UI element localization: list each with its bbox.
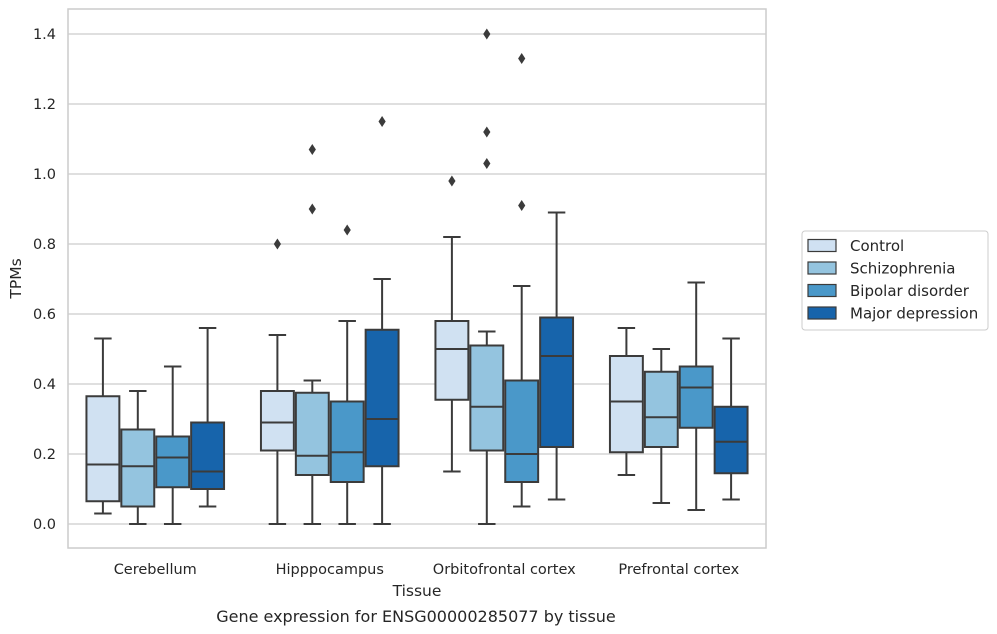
box-schizophrenia <box>294 144 330 525</box>
y-tick-label: 0.4 <box>33 377 56 393</box>
legend-swatch <box>807 306 837 320</box>
box-major-depression <box>539 211 575 501</box>
outlier-point <box>483 126 491 138</box>
legend-swatch <box>807 238 837 253</box>
box-schizophrenia <box>643 348 679 504</box>
y-tick-label: 0.8 <box>33 237 56 253</box>
box-iqr <box>329 400 365 483</box>
box-iqr <box>643 370 679 448</box>
legend-frame <box>801 230 989 331</box>
y-tick-label: 0.0 <box>33 517 56 533</box>
box-major-depression <box>364 116 400 525</box>
y-tick-label: 1.2 <box>33 97 56 113</box>
y-tick-label: 0.2 <box>33 447 56 463</box>
figure-caption: Gene expression for ENSG00000285077 by t… <box>216 607 616 626</box>
box-iqr <box>434 320 470 401</box>
y-axis-label: TPMs <box>7 258 25 299</box>
box-iqr <box>190 421 226 490</box>
box-schizophrenia <box>469 28 505 525</box>
box-iqr <box>85 395 121 503</box>
box-control <box>259 238 295 525</box>
y-tick-label: 1.4 <box>33 27 56 43</box>
outlier-point <box>308 203 316 215</box>
box-bipolar-disorder <box>329 224 365 525</box>
box-iqr <box>608 355 644 454</box>
legend-label: Major depression <box>850 305 978 323</box>
x-axis-ticks: Cerebellum Hipppocampus Orbitofrontal cort… <box>114 562 740 578</box>
x-tick-label: Prefrontal cortex <box>618 562 739 578</box>
legend-label: Schizophrenia <box>850 260 955 278</box>
box-iqr <box>678 365 714 429</box>
box-control <box>608 327 644 476</box>
outlier-point <box>518 53 526 64</box>
box-iqr <box>259 390 295 452</box>
box-iqr <box>504 379 540 483</box>
box-iqr <box>539 316 575 448</box>
y-tick-label: 0.6 <box>33 307 56 323</box>
legend-swatch <box>807 283 837 298</box>
box-major-depression <box>713 337 749 501</box>
x-tick-label: Cerebellum <box>114 562 197 578</box>
legend-label: Bipolar disorder <box>850 282 970 300</box>
outlier-point <box>483 28 491 40</box>
outlier-point <box>343 224 351 236</box>
x-tick-label: Hipppocampus <box>276 562 384 578</box>
box-control <box>85 337 121 515</box>
outlier-point <box>448 175 456 187</box>
box-major-depression <box>190 327 226 508</box>
y-tick-label: 1.0 <box>33 167 56 183</box>
outlier-point <box>273 238 281 250</box>
legend-swatch <box>807 261 837 275</box>
box-bipolar-disorder <box>504 53 540 508</box>
outlier-point <box>308 144 316 155</box>
box-iqr <box>364 328 400 468</box>
plot-frame <box>67 8 767 549</box>
box-bipolar-disorder <box>678 281 714 511</box>
x-tick-label: Orbitofrontal cortex <box>433 562 576 578</box>
outlier-point <box>483 158 491 169</box>
box-bipolar-disorder <box>155 365 191 525</box>
box-iqr <box>713 405 749 475</box>
box-schizophrenia <box>120 390 156 525</box>
legend: Control Schizophrenia Bipolar disorder Majo… <box>801 230 989 331</box>
box-iqr <box>155 435 191 489</box>
legend-label: Control <box>850 237 904 255</box>
outlier-point <box>378 116 386 127</box>
y-axis-ticks: 0.0 0.2 0.4 0.6 0.8 1.0 1.2 1.4 <box>33 27 56 533</box>
box-iqr <box>120 428 156 508</box>
box-iqr <box>469 344 505 452</box>
box-iqr <box>294 391 330 476</box>
box-plot-series <box>85 28 749 525</box>
x-axis-label: Tissue <box>392 582 442 600</box>
outlier-point <box>518 200 526 211</box>
box-control <box>434 175 470 473</box>
